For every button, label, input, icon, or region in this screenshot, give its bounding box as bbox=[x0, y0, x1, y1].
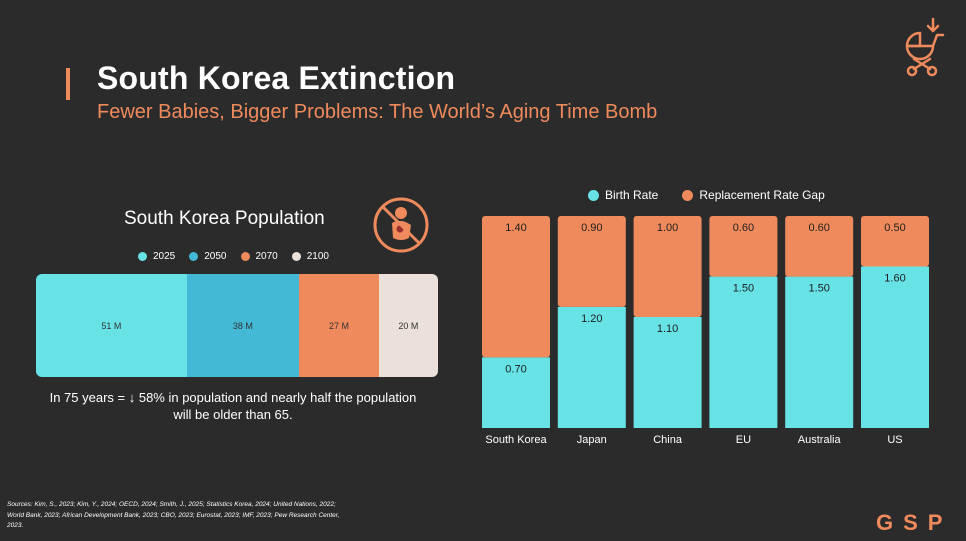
legend-label-gap: Replacement Rate Gap bbox=[699, 188, 825, 202]
population-note: In 75 years = ↓ 58% in population and ne… bbox=[49, 390, 417, 422]
population-stacked-bar: 51 M 38 M 27 M 20 M bbox=[36, 274, 438, 377]
population-segment-label: 51 M bbox=[101, 320, 122, 331]
gap-bar-2 bbox=[633, 216, 702, 317]
gap-bar-5 bbox=[861, 216, 929, 267]
title-accent-bar bbox=[66, 68, 70, 100]
legend-item-2070: 2070 bbox=[240, 251, 278, 262]
birth-rate-label-0: 0.70 bbox=[505, 363, 526, 375]
category-label-5: US bbox=[887, 434, 902, 446]
category-label-0: South Korea bbox=[485, 434, 547, 446]
population-segment-2100: 20 M bbox=[378, 274, 438, 377]
gap-label-1: 0.90 bbox=[581, 222, 602, 234]
gap-bar-3 bbox=[709, 216, 778, 277]
legend-dot-2070 bbox=[240, 252, 250, 261]
legend-label-2070: 2070 bbox=[255, 251, 278, 262]
birth-rate-label-4: 1.50 bbox=[808, 283, 829, 295]
legend-item-2025: 2025 bbox=[138, 251, 175, 262]
page-title: South Korea Extinction bbox=[97, 60, 456, 96]
birth-rate-bar-4 bbox=[785, 276, 854, 428]
population-chart-title: South Korea Population bbox=[124, 208, 325, 229]
legend-dot-gap bbox=[682, 189, 694, 201]
population-segment-2070: 27 M bbox=[299, 274, 379, 377]
population-segment-label: 38 M bbox=[232, 320, 253, 331]
gap-bar-1 bbox=[557, 216, 626, 307]
birth-rate-label-1: 1.20 bbox=[581, 313, 602, 325]
birth-rate-label-2: 1.10 bbox=[657, 323, 678, 335]
legend-dot-birth-rate bbox=[588, 189, 599, 201]
legend-label-2050: 2050 bbox=[204, 251, 227, 262]
birth-rate-chart: 0.70 1.40 South Korea 1.20 0.90 Japan 1.10 1.00… bbox=[482, 216, 929, 446]
legend-item-2050: 2050 bbox=[189, 251, 227, 262]
legend-item-gap: Replacement Rate Gap bbox=[682, 188, 825, 202]
population-segment-label: 27 M bbox=[328, 320, 349, 331]
legend-item-birth-rate: Birth Rate bbox=[588, 188, 658, 202]
birth-rate-bar-1 bbox=[557, 306, 626, 428]
population-segment-label: 20 M bbox=[398, 320, 419, 331]
sources-footnote: Sources: Kim, S., 2023; Kim, Y., 2024; O… bbox=[7, 501, 340, 529]
gap-label-2: 1.00 bbox=[657, 222, 678, 234]
population-legend: 2025 2050 2070 2100 bbox=[138, 251, 329, 262]
category-label-4: Australia bbox=[798, 434, 842, 446]
birth-rate-bar-3 bbox=[709, 276, 778, 428]
category-label-3: EU bbox=[736, 434, 751, 446]
birth-rate-bar-0 bbox=[482, 357, 550, 428]
legend-label-2025: 2025 bbox=[153, 251, 176, 262]
no-baby-icon bbox=[373, 197, 429, 253]
gap-label-0: 1.40 bbox=[505, 222, 526, 234]
birth-rate-bar-5 bbox=[861, 266, 929, 428]
gap-bar-4 bbox=[785, 216, 854, 277]
legend-dot-2100 bbox=[291, 252, 301, 261]
population-segment-2025: 51 M bbox=[36, 274, 187, 377]
gap-label-4: 0.60 bbox=[808, 222, 829, 234]
category-label-2: China bbox=[653, 434, 683, 446]
legend-label-birth-rate: Birth Rate bbox=[605, 188, 659, 202]
birth-rate-label-3: 1.50 bbox=[733, 283, 754, 295]
category-label-1: Japan bbox=[577, 434, 607, 446]
brand-logo: GSP bbox=[876, 510, 953, 535]
legend-item-2100: 2100 bbox=[291, 251, 329, 262]
gap-bar-0 bbox=[482, 216, 550, 358]
legend-label-2100: 2100 bbox=[306, 251, 329, 262]
page-subtitle: Fewer Babies, Bigger Problems: The World… bbox=[97, 101, 658, 123]
legend-dot-2050 bbox=[189, 252, 199, 261]
gap-label-3: 0.60 bbox=[733, 222, 754, 234]
gap-label-5: 0.50 bbox=[884, 222, 905, 234]
legend-dot-2025 bbox=[138, 252, 147, 261]
birth-rate-bar-2 bbox=[633, 316, 702, 428]
birth-rate-legend: Birth Rate Replacement Rate Gap bbox=[588, 188, 825, 202]
population-segment-2050: 38 M bbox=[186, 274, 300, 377]
birth-rate-label-5: 1.60 bbox=[884, 272, 905, 284]
baby-stroller-icon bbox=[905, 17, 945, 77]
